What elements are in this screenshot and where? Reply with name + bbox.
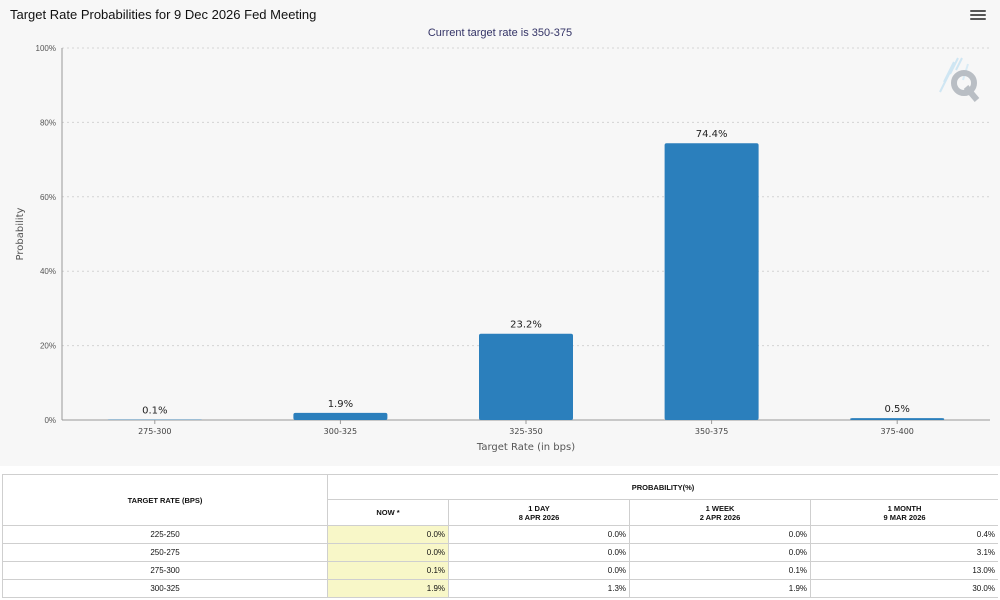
data-label: 0.5%	[884, 404, 909, 415]
y-tick-label: 60%	[40, 193, 56, 202]
value-cell: 0.1%	[629, 561, 811, 580]
table-row: 250-275 0.0% 0.0% 0.0% 3.1%	[2, 543, 998, 562]
value-cell: 0.0%	[448, 543, 630, 562]
table-row: 300-325 1.9% 1.3% 1.9% 30.0%	[2, 579, 998, 598]
value-cell: 13.0%	[810, 561, 998, 580]
bar	[293, 412, 388, 420]
bar-chart: 0% 20% 40% 60% 80% 100% 0.1% 275-300 1.9% 300-325…	[15, 44, 990, 453]
y-tick-label: 0%	[44, 416, 56, 425]
table-row: 225-250 0.0% 0.0% 0.0% 0.4%	[2, 525, 998, 544]
y-tick-label: 80%	[40, 118, 56, 127]
hamburger-menu-icon[interactable]	[970, 8, 986, 22]
bar	[850, 418, 945, 420]
bar	[664, 143, 759, 420]
header-target-rate: TARGET RATE (BPS)	[2, 474, 328, 526]
data-label: 23.2%	[510, 320, 542, 331]
data-label: 74.4%	[696, 129, 728, 140]
x-tick-label: 375-400	[880, 427, 913, 436]
value-cell: 3.1%	[810, 543, 998, 562]
x-tick-label: 350-375	[695, 427, 728, 436]
value-cell: 0.0%	[327, 525, 449, 544]
value-cell: 30.0%	[810, 579, 998, 598]
y-tick-label: 20%	[40, 342, 56, 351]
x-tick-label: 275-300	[138, 427, 171, 436]
rate-cell: 300-325	[2, 579, 328, 598]
value-cell: 1.9%	[327, 579, 449, 598]
bar	[479, 333, 573, 420]
rate-cell: 250-275	[2, 543, 328, 562]
table-row: 275-300 0.1% 0.0% 0.1% 13.0%	[2, 561, 998, 580]
probability-table: TARGET RATE (BPS) PROBABILITY(%) NOW * 1…	[2, 474, 998, 600]
rate-cell: 225-250	[2, 525, 328, 544]
x-tick-label: 300-325	[324, 427, 357, 436]
value-cell: 1.9%	[629, 579, 811, 598]
rate-cell: 275-300	[2, 561, 328, 580]
x-tick-label: 325-350	[509, 427, 542, 436]
chart-subtitle: Current target rate is 350-375	[427, 27, 573, 39]
y-tick-label: 100%	[36, 44, 56, 53]
value-cell: 0.0%	[448, 561, 630, 580]
value-cell: 0.4%	[810, 525, 998, 544]
column-header-1-day: 1 DAY 8 APR 2026	[448, 499, 630, 526]
value-cell: 0.0%	[629, 543, 811, 562]
column-header-now: NOW *	[327, 499, 449, 526]
value-cell: 1.3%	[448, 579, 630, 598]
value-cell: 0.1%	[327, 561, 449, 580]
data-label: 1.9%	[328, 399, 353, 410]
value-cell: 0.0%	[629, 525, 811, 544]
chart-title: Target Rate Probabilities for 9 Dec 2026…	[10, 7, 317, 22]
value-cell: 0.0%	[327, 543, 449, 562]
value-cell: 0.0%	[448, 525, 630, 544]
data-label: 0.1%	[142, 406, 167, 417]
column-header-1-month: 1 MONTH 9 MAR 2026	[810, 499, 998, 526]
header-probability: PROBABILITY(%)	[327, 474, 998, 500]
y-tick-label: 40%	[40, 267, 56, 276]
y-axis-title: Probability	[15, 207, 26, 260]
column-header-1-week: 1 WEEK 2 APR 2026	[629, 499, 811, 526]
chart-panel: Target Rate Probabilities for 9 Dec 2026…	[10, 7, 990, 453]
x-axis-title: Target Rate (in bps)	[476, 442, 575, 453]
quikstrike-logo-icon	[939, 57, 980, 102]
